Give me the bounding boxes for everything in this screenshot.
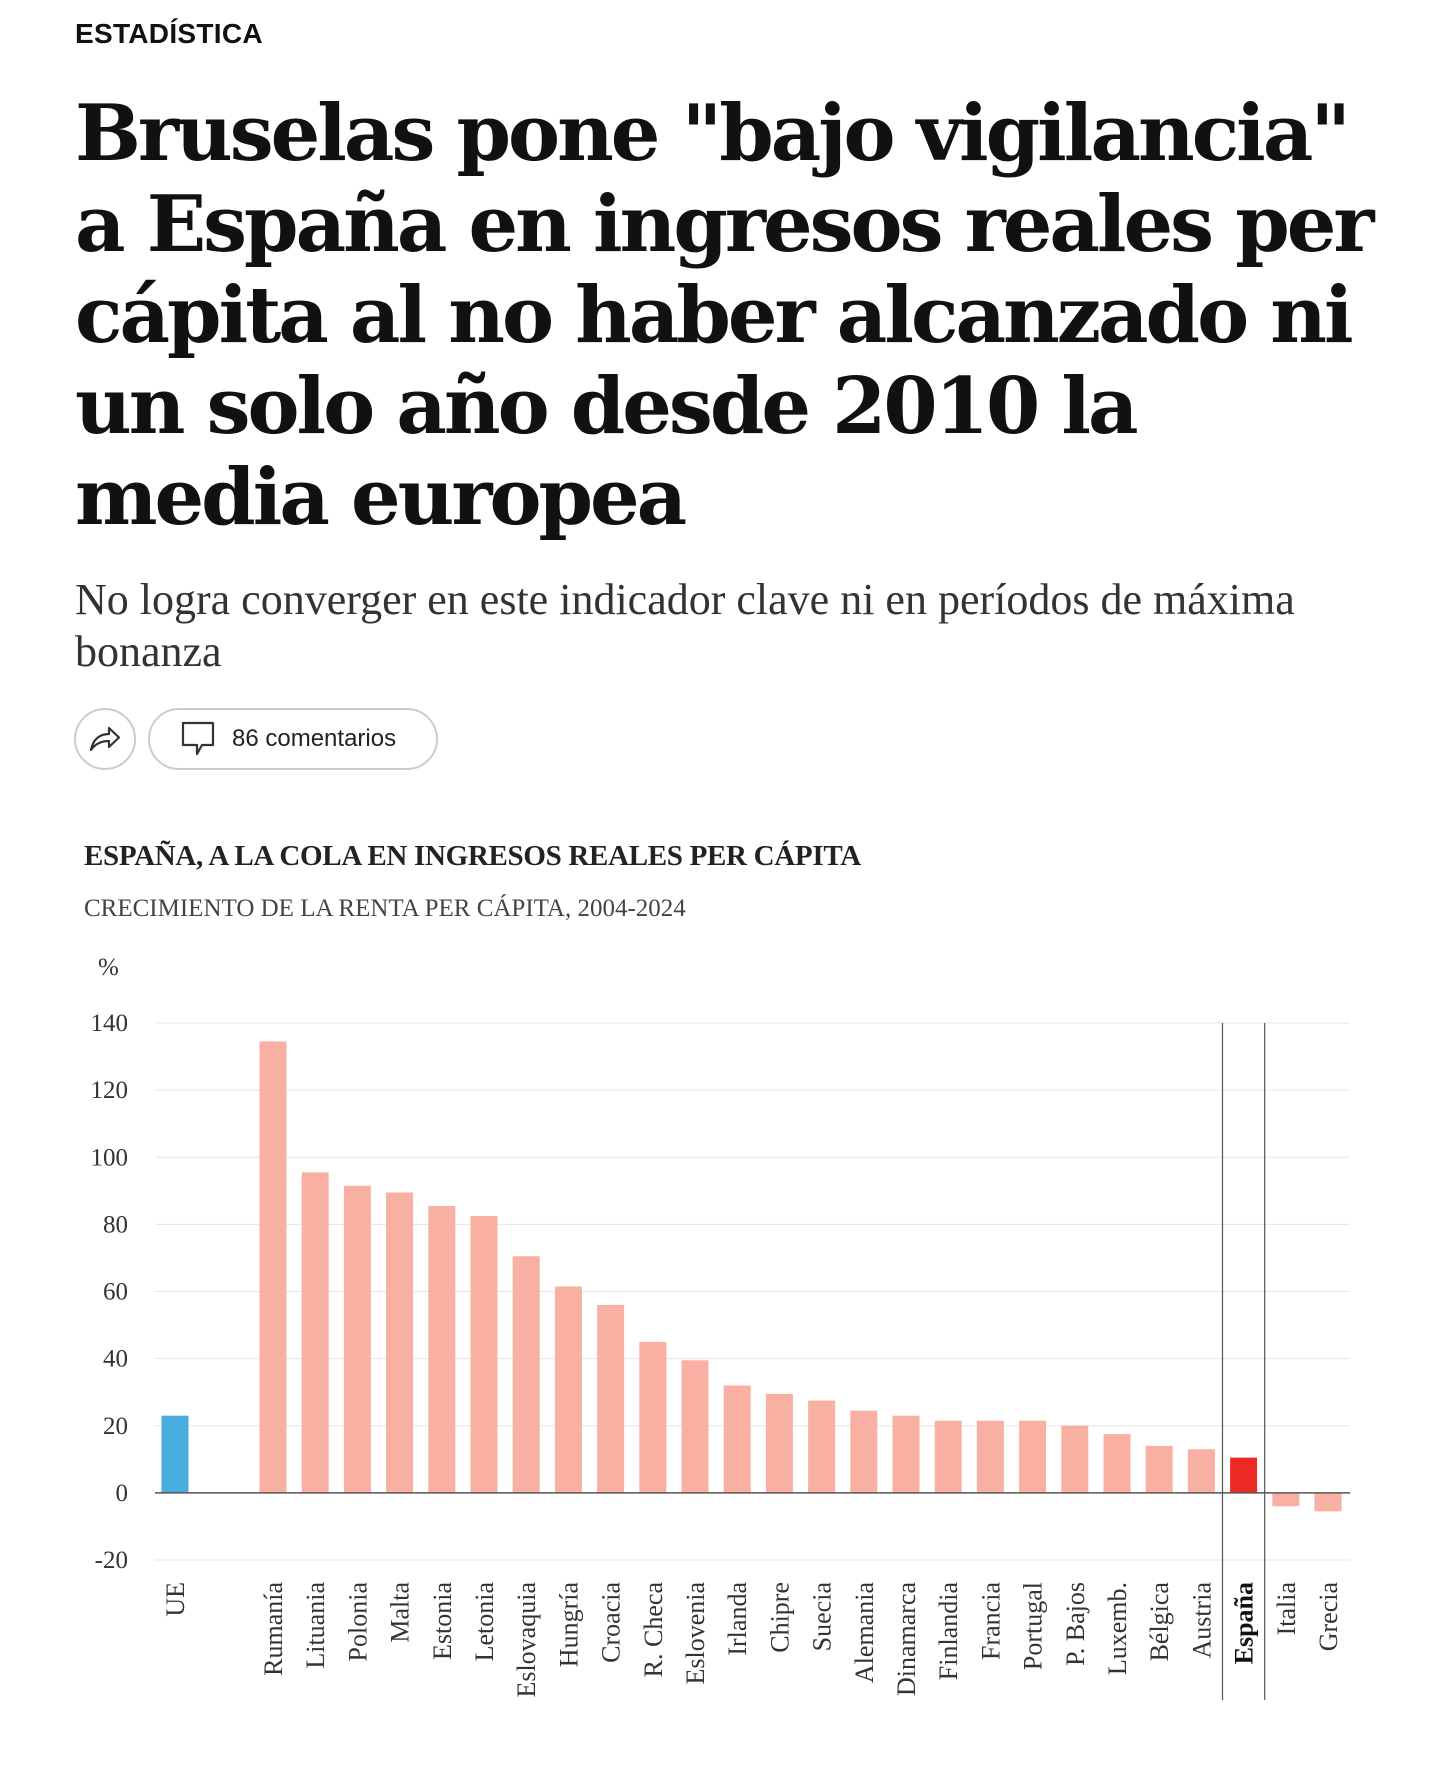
comments-count: 86 comentarios — [232, 725, 397, 752]
bar-r-checa — [639, 1341, 667, 1493]
bar-italia — [1272, 1492, 1300, 1507]
x-tick-label: Irlanda — [723, 1582, 752, 1656]
x-tick-label: Luxemb. — [1103, 1582, 1132, 1675]
x-tick-label: Hungría — [554, 1582, 583, 1668]
bar-portugal — [1019, 1420, 1047, 1493]
bar-lituania — [301, 1172, 329, 1493]
x-tick-label: UE — [161, 1582, 190, 1617]
x-tick-label: Malta — [386, 1582, 415, 1643]
x-tick-label: Suecia — [808, 1582, 837, 1652]
share-icon — [89, 726, 121, 752]
bar-españa — [1230, 1457, 1258, 1493]
article-subtitle: No logra converger en este indicador cla… — [75, 575, 1295, 676]
y-tick-label: 120 — [91, 1077, 129, 1104]
bar-austria — [1187, 1449, 1215, 1493]
x-tick-label: Italia — [1272, 1582, 1301, 1636]
bar-estonia — [428, 1205, 456, 1493]
bar-eslovenia — [681, 1360, 709, 1493]
x-tick-label: Alemania — [850, 1582, 879, 1684]
x-tick-label: Eslovaquia — [512, 1582, 541, 1698]
bar-croacia — [597, 1304, 625, 1493]
x-tick-label: Grecia — [1314, 1582, 1343, 1652]
y-tick-label: -20 — [95, 1547, 128, 1574]
y-tick-label: 40 — [103, 1346, 128, 1373]
bar-eslovaquia — [512, 1256, 540, 1493]
bar-letonia — [470, 1215, 498, 1493]
bar-rumanía — [259, 1041, 287, 1493]
x-tick-label: Rumanía — [259, 1582, 288, 1676]
y-tick-label: 0 — [116, 1480, 129, 1507]
bar-hungría — [554, 1286, 582, 1493]
y-tick-label: 60 — [103, 1279, 128, 1306]
bar-dinamarca — [892, 1415, 920, 1493]
bar-ue — [161, 1415, 189, 1493]
bar-chart: % 140 120 100 80 60 40 20 0 -20 UE Rumanía Lituania P… — [91, 954, 1350, 1700]
y-tick-label: 80 — [103, 1211, 128, 1238]
x-tick-label: Polonia — [343, 1582, 372, 1662]
comment-icon — [181, 721, 215, 756]
x-tick-label: P. Bajos — [1061, 1582, 1090, 1666]
x-tick-label: R. Checa — [639, 1582, 668, 1678]
section-label[interactable]: ESTADÍSTICA — [75, 18, 263, 49]
x-tick-label: Portugal — [1019, 1582, 1048, 1670]
y-tick-label: 20 — [103, 1413, 128, 1440]
bar-finlandia — [934, 1420, 962, 1493]
bar-alemania — [850, 1410, 878, 1493]
bar-luxemb- — [1103, 1434, 1131, 1493]
x-tick-label: Croacia — [597, 1582, 626, 1663]
x-tick-label: Estonia — [428, 1582, 457, 1660]
bar-malta — [386, 1192, 414, 1493]
bar-francia — [976, 1420, 1004, 1493]
x-tick-label: Lituania — [301, 1582, 330, 1669]
bar-suecia — [808, 1400, 836, 1493]
comments-button[interactable]: 86 comentarios — [148, 708, 438, 770]
bar-polonia — [343, 1185, 371, 1493]
y-axis-unit: % — [98, 954, 119, 981]
bar-p-bajos — [1061, 1425, 1089, 1493]
bar-irlanda — [723, 1385, 751, 1493]
headline: Bruselas pone "bajo vigilancia" a España… — [75, 88, 1375, 543]
x-tick-label: Chipre — [765, 1582, 794, 1653]
share-button[interactable] — [74, 708, 136, 770]
x-tick-label: Francia — [976, 1582, 1005, 1660]
x-tick-label: Eslovenia — [681, 1582, 710, 1685]
x-tick-label: Dinamarca — [892, 1582, 921, 1697]
bar-bélgica — [1145, 1445, 1173, 1493]
y-tick-label: 140 — [91, 1010, 129, 1037]
chart-subtitle: CRECIMIENTO DE LA RENTA PER CÁPITA, 2004… — [84, 895, 686, 922]
x-tick-label: Letonia — [470, 1582, 499, 1662]
y-tick-label: 100 — [91, 1144, 129, 1171]
x-tick-label: España — [1230, 1582, 1259, 1664]
bar-grecia — [1314, 1492, 1342, 1512]
x-tick-label: Austria — [1187, 1582, 1216, 1659]
x-tick-label: Bélgica — [1145, 1582, 1174, 1662]
bar-chipre — [765, 1393, 793, 1493]
chart-title: ESPAÑA, A LA COLA EN INGRESOS REALES PER… — [84, 840, 861, 872]
x-tick-label: Finlandia — [934, 1582, 963, 1681]
